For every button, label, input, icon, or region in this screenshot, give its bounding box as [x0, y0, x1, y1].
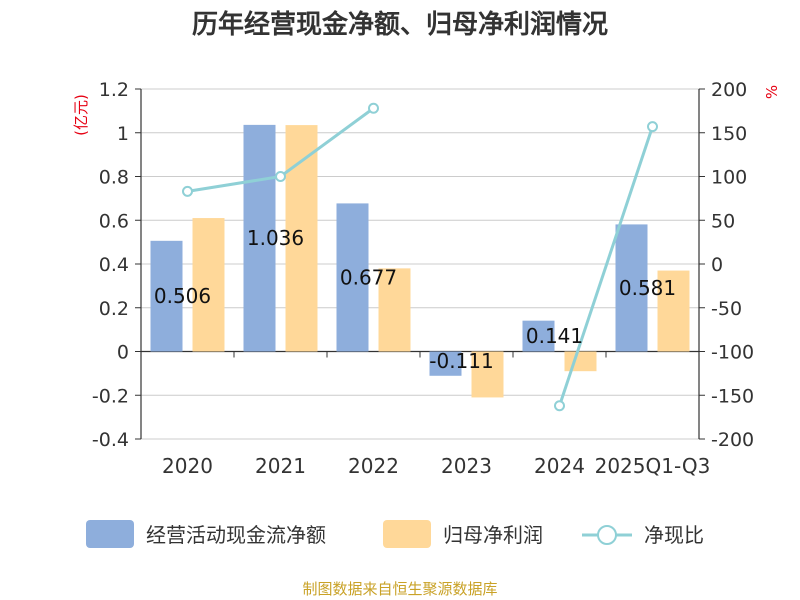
y-right-tick-label: -50 — [711, 298, 742, 320]
bar-cashflow — [243, 124, 276, 352]
legend-swatch-netprofit — [383, 520, 431, 548]
x-tick-label: 2024 — [534, 454, 585, 478]
bar-cashflow — [615, 224, 648, 352]
legend-swatch-cashflow — [86, 520, 134, 548]
data-label-cashflow: 0.506 — [154, 284, 211, 308]
legend-item-netprofit[interactable]: 归母净利润 — [383, 520, 543, 548]
point-ratio — [275, 171, 286, 182]
y-right-unit-label: % — [763, 85, 781, 99]
point-ratio — [182, 185, 193, 197]
y-right-tick-label: 200 — [711, 79, 747, 101]
legend-item-ratio[interactable]: 净现比 — [582, 523, 704, 547]
legend-label-ratio: 净现比 — [644, 523, 704, 547]
y-left-tick-label: 0.2 — [99, 298, 129, 320]
line-series — [182, 102, 658, 412]
y-right-tick-label: 0 — [711, 254, 723, 276]
chart-title: 历年经营现金净额、归母净利润情况 — [192, 9, 608, 40]
bar-cashflow — [522, 320, 555, 352]
y-right-tick-label: 150 — [711, 123, 747, 145]
point-ratio — [554, 400, 565, 412]
x-tick-label: 2025Q1-Q3 — [595, 454, 711, 478]
bar-netprofit — [378, 268, 411, 352]
data-label-cashflow: 0.141 — [526, 324, 583, 348]
x-tick-label: 2021 — [255, 454, 306, 478]
bar-cashflow — [336, 203, 369, 352]
bar-netprofit — [564, 351, 597, 372]
data-label-cashflow: 0.581 — [619, 276, 676, 300]
legend: 经营活动现金流净额 归母净利润 净现比 — [86, 520, 704, 548]
legend-label-cashflow: 经营活动现金流净额 — [146, 523, 326, 547]
y-left-tick-label: 0.4 — [99, 254, 129, 276]
y-right-tick-label: -150 — [711, 385, 754, 407]
axes: -0.4 -0.2 0 0.2 0.4 0.6 0.8 1 1.2 -200 -150 -100 -50… — [92, 79, 754, 478]
y-left-tick-label: -0.2 — [92, 385, 129, 407]
grid-lines — [141, 88, 699, 440]
y-right-tick-label: 50 — [711, 210, 735, 232]
point-ratio — [647, 121, 658, 133]
line-ratio-segment — [558, 126, 654, 407]
y-left-tick-label: 1.2 — [99, 79, 129, 101]
y-left-tick-label: 0.6 — [99, 210, 129, 232]
y-left-tick-label: 0.8 — [99, 167, 129, 189]
data-label-cashflow: 0.677 — [340, 265, 397, 289]
bar-netprofit — [657, 270, 690, 352]
x-tick-label: 2022 — [348, 454, 399, 478]
legend-marker-ratio — [597, 525, 617, 545]
data-labels: 0.506 1.036 0.677 -0.111 0.141 0.581 — [154, 226, 676, 373]
data-label-cashflow: 1.036 — [247, 226, 304, 250]
bar-cashflow — [429, 351, 462, 376]
bar-netprofit — [471, 351, 504, 398]
bar-netprofit — [192, 218, 225, 352]
y-right-tick-label: 100 — [711, 167, 747, 189]
x-tick-label: 2020 — [162, 454, 213, 478]
y-left-unit-label: (亿元) — [72, 94, 90, 136]
point-ratio — [368, 102, 379, 114]
y-right-tick-label: -100 — [711, 342, 754, 364]
legend-label-netprofit: 归母净利润 — [443, 523, 543, 547]
bar-series — [150, 124, 690, 398]
bar-cashflow — [150, 240, 183, 352]
y-left-tick-label: -0.4 — [92, 429, 129, 451]
y-right-tick-label: -200 — [711, 429, 754, 451]
y-left-tick-label: 1 — [117, 123, 129, 145]
source-note: 制图数据来自恒生聚源数据库 — [302, 580, 497, 598]
data-label-cashflow: -0.111 — [429, 349, 493, 373]
x-tick-label: 2023 — [441, 454, 492, 478]
legend-item-cashflow[interactable]: 经营活动现金流净额 — [86, 520, 326, 548]
y-left-tick-label: 0 — [117, 342, 129, 364]
